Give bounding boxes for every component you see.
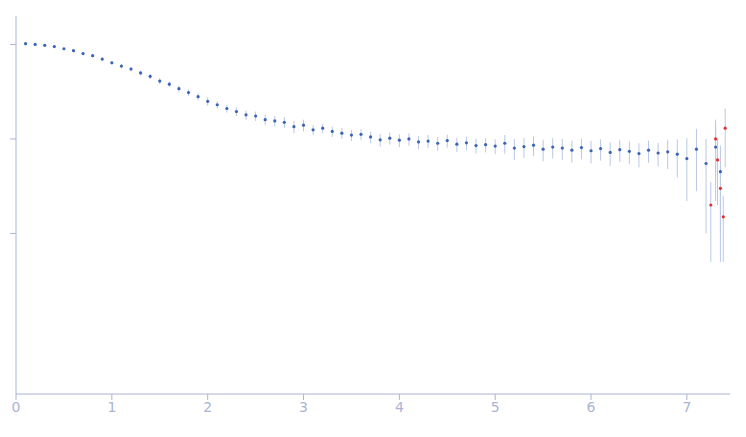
svg-text:1: 1 bbox=[107, 399, 116, 415]
svg-text:5: 5 bbox=[491, 399, 500, 415]
svg-text:7: 7 bbox=[682, 399, 691, 415]
svg-text:2: 2 bbox=[203, 399, 212, 415]
svg-text:4: 4 bbox=[395, 399, 404, 415]
svg-text:6: 6 bbox=[587, 399, 596, 415]
svg-text:3: 3 bbox=[299, 399, 308, 415]
svg-text:0: 0 bbox=[12, 399, 21, 415]
